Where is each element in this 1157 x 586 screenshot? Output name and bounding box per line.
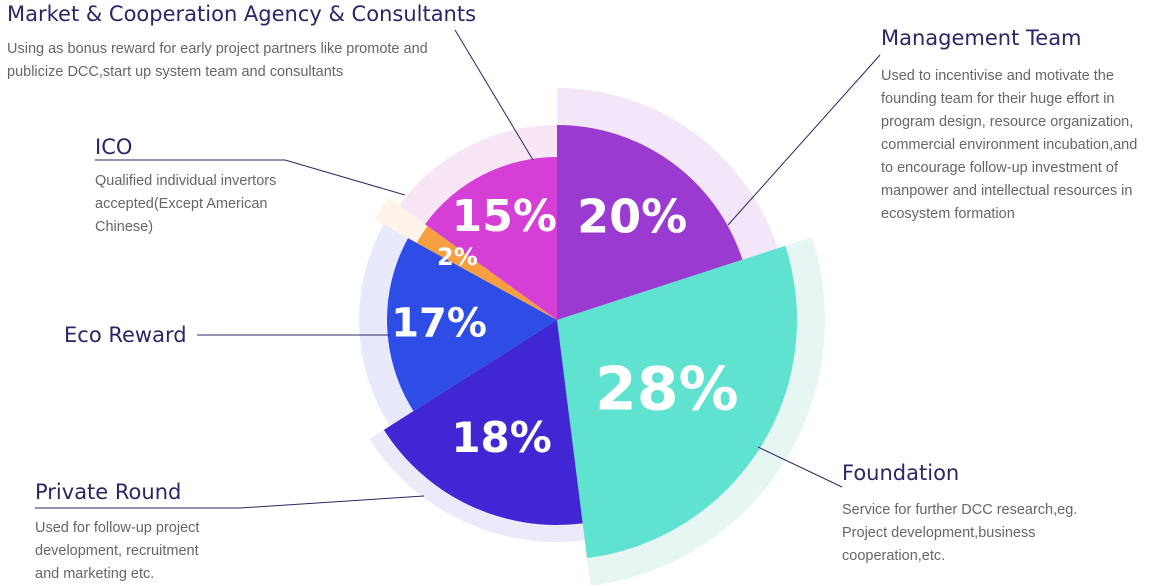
legend-foundation-title: Foundation [842,461,960,485]
leader-line-market [454,29,534,161]
legend-eco-reward-title: Eco Reward [64,323,187,347]
legend-management-team: Management Team Used to incentivise and … [881,25,1153,226]
legend-foundation: Foundation Service for further DCC resea… [842,460,1112,568]
legend-ico-title: ICO [95,135,133,159]
pie-slices [383,125,797,559]
legend-ico-description: Qualified individual invertors accepted(… [95,173,277,235]
slice-ico [416,225,557,320]
percentage-labels: 20% 28% 18% 17% 2%15% [391,189,738,462]
legend-market: Market & Cooperation Agency & Consultant… [7,1,476,84]
leader-line-private [35,495,425,509]
legend-private-round-description: Used for follow-up project development, … [35,520,200,582]
legend-market-description: Using as bonus reward for early project … [7,41,428,80]
legend-eco-reward: Eco Reward [64,322,187,348]
pct-label-market: 15% [452,191,557,242]
pct-label-private: 18% [451,413,552,462]
leader-line-foundation [757,446,843,488]
slice-mgmt [557,125,743,320]
legend-management-team-description: Used to incentivise and motivate the fou… [881,68,1138,222]
legend-market-title: Market & Cooperation Agency & Consultant… [7,2,477,26]
pct-label-ico: 2% [437,243,478,271]
slice-private [383,320,583,525]
legend-private-round-title: Private Round [35,480,182,504]
legend-private-round: Private Round Used for follow-up project… [35,479,225,586]
pct-label-mgmt: 20% [577,189,687,243]
slice-foundation [557,245,797,559]
pct-label-foundation: 28% [595,355,739,425]
legend-ico: ICO Qualified individual invertors accep… [95,134,300,239]
slice-market [425,157,557,320]
slice-eco [386,238,557,412]
leader-line-ico [95,159,406,196]
leader-lines [35,29,881,509]
leader-line-mgmt [727,54,881,226]
legend-management-team-title: Management Team [881,26,1082,50]
legend-foundation-description: Service for further DCC research,eg. Pro… [842,502,1078,564]
pct-label-eco: 17% [391,301,487,347]
